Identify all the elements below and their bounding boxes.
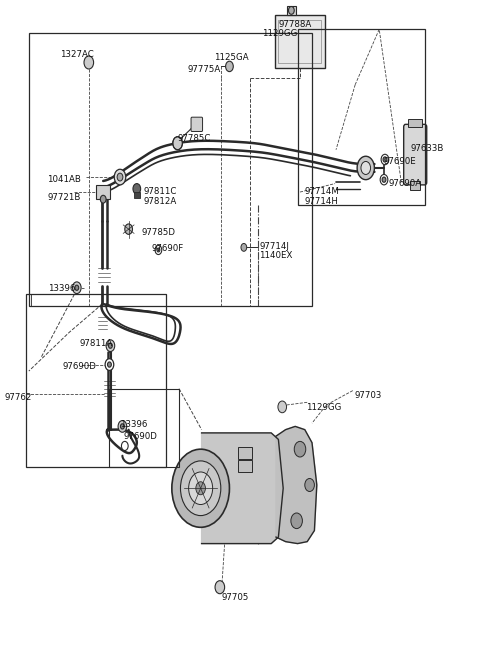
Circle shape <box>278 401 287 413</box>
Bar <box>287 6 296 15</box>
Text: 97714M: 97714M <box>305 187 340 196</box>
FancyBboxPatch shape <box>191 117 203 132</box>
Text: 97811A: 97811A <box>79 339 112 348</box>
Bar <box>29 33 312 306</box>
Circle shape <box>291 513 302 529</box>
Circle shape <box>157 248 160 252</box>
Text: 97705: 97705 <box>222 593 249 602</box>
Text: 97703: 97703 <box>354 391 382 400</box>
Text: 1327AC: 1327AC <box>60 50 94 59</box>
Text: 97690F: 97690F <box>151 243 183 253</box>
Circle shape <box>173 137 182 150</box>
Circle shape <box>100 195 106 203</box>
Circle shape <box>294 441 306 457</box>
Polygon shape <box>202 433 283 544</box>
Bar <box>410 181 420 190</box>
Circle shape <box>108 362 111 367</box>
Bar <box>134 192 140 198</box>
Bar <box>96 185 110 199</box>
Circle shape <box>288 7 294 14</box>
Bar <box>278 20 321 63</box>
Circle shape <box>305 478 314 492</box>
Circle shape <box>189 472 213 505</box>
Text: 97690D: 97690D <box>62 362 96 371</box>
Circle shape <box>105 359 114 370</box>
Text: 1140EX: 1140EX <box>259 251 293 260</box>
Circle shape <box>133 184 141 194</box>
Text: 97690A: 97690A <box>389 179 422 188</box>
Circle shape <box>241 243 247 251</box>
Circle shape <box>106 340 115 352</box>
Text: 1129GG: 1129GG <box>306 403 342 412</box>
Circle shape <box>121 441 128 450</box>
Text: 13396: 13396 <box>120 420 147 429</box>
Text: 97633B: 97633B <box>410 144 444 153</box>
Circle shape <box>108 343 112 348</box>
Text: 13396: 13396 <box>48 284 75 293</box>
Circle shape <box>118 421 127 432</box>
Circle shape <box>383 157 387 162</box>
Circle shape <box>180 461 221 516</box>
Circle shape <box>114 169 126 185</box>
Bar <box>275 15 325 68</box>
Circle shape <box>357 156 374 180</box>
Circle shape <box>215 581 225 594</box>
Text: 97788A: 97788A <box>278 20 312 29</box>
Text: 97690E: 97690E <box>384 157 417 166</box>
Circle shape <box>381 154 389 165</box>
Text: 97785D: 97785D <box>142 228 176 237</box>
Circle shape <box>84 56 94 69</box>
Text: 97762: 97762 <box>5 393 32 402</box>
Text: 97812A: 97812A <box>144 197 177 206</box>
Text: 97785C: 97785C <box>178 133 211 143</box>
Circle shape <box>196 482 205 495</box>
Circle shape <box>75 285 79 290</box>
Polygon shape <box>276 426 317 544</box>
Text: 97714H: 97714H <box>305 197 339 206</box>
Circle shape <box>226 61 233 72</box>
Text: 1129GG: 1129GG <box>262 29 297 38</box>
Text: 97714J: 97714J <box>259 242 289 251</box>
Bar <box>238 447 252 459</box>
Circle shape <box>382 177 386 182</box>
Bar <box>408 119 422 127</box>
Circle shape <box>120 424 124 429</box>
Circle shape <box>380 174 388 185</box>
Circle shape <box>361 161 371 174</box>
Text: 97775A: 97775A <box>187 65 220 74</box>
Circle shape <box>125 224 132 234</box>
Bar <box>238 460 252 472</box>
Circle shape <box>155 245 162 255</box>
Text: 1125GA: 1125GA <box>214 53 248 62</box>
Text: 97690D: 97690D <box>124 432 158 441</box>
Text: 1041AB: 1041AB <box>47 174 81 184</box>
Circle shape <box>72 282 81 294</box>
FancyBboxPatch shape <box>404 124 427 185</box>
Text: 97721B: 97721B <box>47 193 81 202</box>
Bar <box>26 294 166 467</box>
Text: 97811C: 97811C <box>144 187 178 196</box>
Bar <box>109 389 179 467</box>
Bar <box>298 29 425 205</box>
Circle shape <box>172 449 229 527</box>
Circle shape <box>117 173 123 181</box>
